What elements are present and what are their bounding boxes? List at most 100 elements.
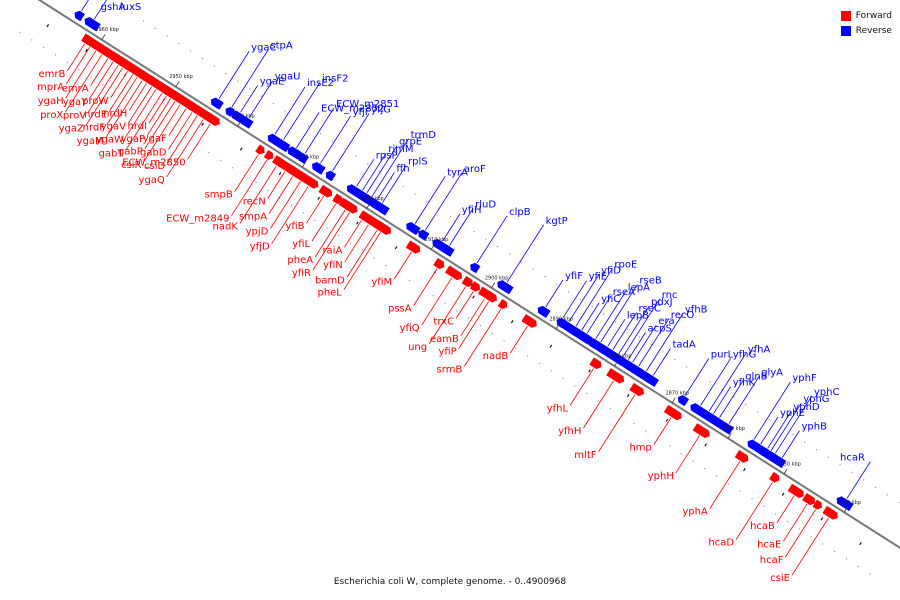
gene-label-mprA[interactable]: mprA [37,82,64,93]
gene-label-glnB[interactable]: glnB [745,372,767,383]
gene-label-csiR[interactable]: csiR [121,160,141,171]
gene-label-trmD[interactable]: trmD [411,130,437,141]
gene-label-lepA[interactable]: lepA [628,282,650,293]
gene-label-smpB[interactable]: smpB [205,190,233,201]
gene-label-ygaZ[interactable]: ygaZ [59,123,84,134]
gene-label-rseC[interactable]: rseC [639,304,661,315]
gene-label-yfiF[interactable]: yfiF [565,271,583,282]
gene-label-emrA[interactable]: emrA [62,84,89,95]
gene-label-hmp[interactable]: hmp [629,443,651,454]
gene-label-gabP[interactable]: gabP [118,147,143,158]
gene-label-proV[interactable]: proV [63,110,86,121]
gene-label-pssA[interactable]: pssA [388,304,412,315]
gene-label-ygaM[interactable]: ygaM [77,136,104,147]
gene-label-smpA[interactable]: smpA [239,212,267,223]
gene-label-kgtP[interactable]: kgtP [546,216,568,227]
gene-label-yphB[interactable]: yphB [802,422,828,433]
gene-label-yfjG[interactable]: yfjG [371,105,391,116]
gene-label-yfjF[interactable]: yfjF [353,107,371,118]
gene-label-recO[interactable]: recO [671,310,695,321]
gene-label-ECW_m2849[interactable]: ECW_m2849 [166,214,229,225]
gene-label-gshA[interactable]: gshA [101,2,126,13]
gene-label-insE2[interactable]: insE2 [307,78,334,89]
gene-label-yfiR[interactable]: yfiR [292,268,311,279]
gene-label-yphA[interactable]: yphA [682,507,708,518]
gene-label-nrdF[interactable]: nrdF [83,123,106,134]
gene-label-pheA[interactable]: pheA [287,255,313,266]
gene-label-rluD[interactable]: rluD [475,199,496,210]
gene-label-hcaF[interactable]: hcaF [760,555,784,566]
gene-label-clpB[interactable]: clpB [509,207,531,218]
gene-label-yfhH[interactable]: yfhH [558,426,581,437]
gene-label-ygaU[interactable]: ygaU [275,72,301,83]
gene-label-yfhL[interactable]: yfhL [547,403,569,414]
gene-label-ung[interactable]: ung [408,342,427,353]
gene-label-csiD[interactable]: csiD [144,161,165,172]
gene-label-nrdH[interactable]: nrdH [103,108,127,119]
gene-label-proX[interactable]: proX [40,110,63,121]
gene-label-yfhK[interactable]: yfhK [733,378,756,389]
gene-label-purL[interactable]: purL [711,350,734,361]
gene-label-ygaQ[interactable]: ygaQ [139,175,165,186]
gene-label-yfiL[interactable]: yfiL [292,239,310,250]
gene-label-ECW_m2851[interactable]: ECW_m2851 [336,99,399,110]
gene-label-yfiN[interactable]: yfiN [323,260,343,271]
gene-label-yfiQ[interactable]: yfiQ [400,323,420,334]
gene-label-rseA[interactable]: rseA [613,287,635,298]
gene-label-insF2[interactable]: insF2 [322,73,348,84]
gene-label-ygaV[interactable]: ygaV [101,122,126,133]
gene-label-yfiB[interactable]: yfiB [285,221,304,232]
gene-label-yfiH[interactable]: yfiH [462,205,482,216]
gene-label-mltF[interactable]: mltF [574,450,596,461]
gene-label-pdxJ[interactable]: pdxJ [651,297,673,308]
gene-label-ygaY[interactable]: ygaY [63,97,88,108]
gene-label-stpA[interactable]: stpA [270,41,292,52]
gene-label-hcaD[interactable]: hcaD [708,538,734,549]
gene-label-yfiP[interactable]: yfiP [438,347,456,358]
gene-label-nrdI[interactable]: nrdI [128,121,148,132]
gene-label-yphD[interactable]: yphD [793,402,820,413]
gene-label-gabD[interactable]: gabD [140,148,167,159]
gene-label-yfiM[interactable]: yfiM [371,277,392,288]
gene-label-bamD[interactable]: bamD [315,275,345,286]
gene-label-glyA[interactable]: glyA [761,367,783,378]
gene-label-yfhA[interactable]: yfhA [748,345,771,356]
gene-label-rimM[interactable]: rimM [388,144,413,155]
gene-label-yfiC[interactable]: yfiC [601,294,620,305]
gene-label-yphG[interactable]: yphG [803,394,829,405]
gene-label-eamB[interactable]: eamB [430,334,459,345]
gene-label-nadK[interactable]: nadK [213,221,239,232]
gene-label-tyrA[interactable]: tyrA [447,167,468,178]
gene-label-yfhB[interactable]: yfhB [685,305,708,316]
gene-label-ygaE[interactable]: ygaE [260,76,285,87]
gene-label-ygaH[interactable]: ygaH [38,96,64,107]
gene-label-yphC[interactable]: yphC [814,387,840,398]
gene-label-nadB[interactable]: nadB [483,351,509,362]
gene-label-ECW_m2850[interactable]: ECW_m2850 [122,157,185,168]
gene-label-hcaB[interactable]: hcaB [750,521,775,532]
gene-label-hcaR[interactable]: hcaR [840,453,865,464]
gene-label-ypjD[interactable]: ypjD [246,227,269,238]
gene-label-yphE[interactable]: yphE [780,408,805,419]
gene-label-ygaC[interactable]: ygaC [251,42,276,53]
gene-label-ygaW[interactable]: ygaW [96,135,124,146]
gene-label-ffh[interactable]: ffh [396,164,409,175]
gene-label-hcaE[interactable]: hcaE [757,539,781,550]
gene-label-luxS[interactable]: luxS [120,2,141,13]
gene-label-ygaF[interactable]: ygaF [143,134,167,145]
gene-label-srmB[interactable]: srmB [437,364,463,375]
gene-label-pheL[interactable]: pheL [317,288,342,299]
gene-label-aroF[interactable]: aroF [464,164,486,175]
gene-label-yfjD[interactable]: yfjD [250,242,270,253]
gene-label-yfiD[interactable]: yfiD [601,265,621,276]
gene-label-yfhG[interactable]: yfhG [733,349,757,360]
gene-label-rplS[interactable]: rplS [408,157,428,168]
gene-label-recN[interactable]: recN [243,197,266,208]
gene-label-ygaP[interactable]: ygaP [121,134,145,145]
gene-label-nrdE[interactable]: nrdE [84,110,107,121]
gene-label-proW[interactable]: proW [82,96,108,107]
gene-label-emrB[interactable]: emrB [39,69,66,80]
gene-label-yphH[interactable]: yphH [648,471,674,482]
gene-label-rpoE[interactable]: rpoE [614,260,637,271]
gene-label-csiE[interactable]: csiE [770,573,790,584]
